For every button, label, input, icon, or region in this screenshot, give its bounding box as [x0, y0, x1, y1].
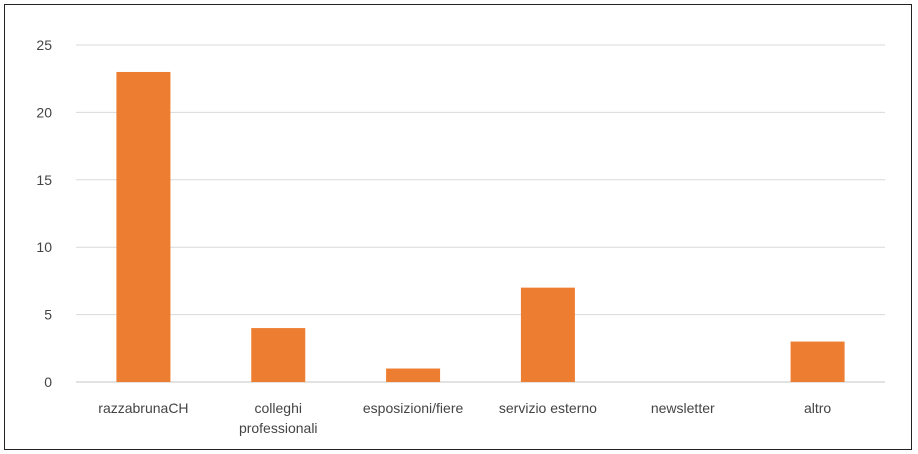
x-axis-labels: razzabrunaCH colleghi professionali esposiz… [98, 400, 831, 436]
x-category-label: altro [804, 400, 831, 416]
x-category-label: esposizioni/fiere [363, 400, 464, 416]
x-category-label-line: colleghi [255, 400, 302, 416]
y-axis-ticks: 0 5 10 15 20 25 [36, 37, 52, 390]
y-tick-label: 20 [36, 104, 52, 120]
x-category-label: newsletter [651, 400, 715, 416]
y-tick-label: 25 [36, 37, 52, 53]
x-category-label-line: professionali [239, 420, 318, 436]
y-tick-label: 15 [36, 172, 52, 188]
bar [520, 287, 575, 382]
y-tick-label: 10 [36, 239, 52, 255]
x-category-label-line: altro [804, 400, 831, 416]
bar [116, 71, 171, 383]
y-tick-label: 5 [44, 307, 52, 323]
x-category-label-line: esposizioni/fiere [363, 400, 464, 416]
y-tick-label: 0 [44, 374, 52, 390]
x-category-label-line: servizio esterno [499, 400, 597, 416]
x-category-label-line: newsletter [651, 400, 715, 416]
bar [790, 341, 845, 382]
bars [116, 71, 845, 383]
x-category-label: razzabrunaCH [98, 400, 188, 416]
bar [251, 328, 306, 382]
bar [386, 368, 441, 382]
gridlines [76, 44, 885, 383]
x-category-label: servizio esterno [499, 400, 597, 416]
x-category-label-line: razzabrunaCH [98, 400, 188, 416]
x-category-label: colleghi professionali [239, 400, 318, 436]
